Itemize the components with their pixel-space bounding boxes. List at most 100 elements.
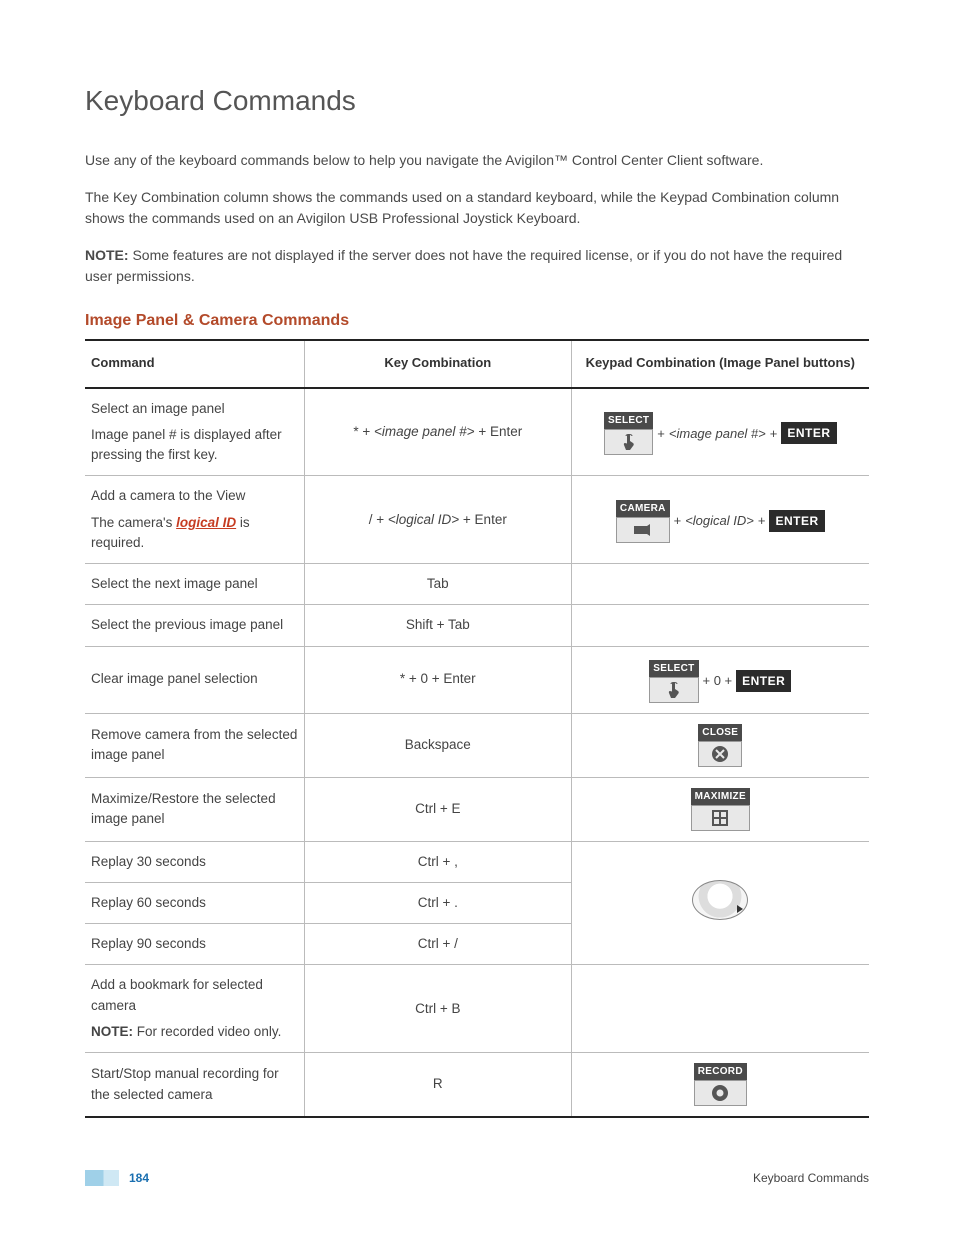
glue: + [770, 424, 778, 444]
cmd-cell: Select the next image panel [85, 564, 305, 605]
keypad-cell: CLOSE [571, 713, 869, 777]
kp-label: SELECT [649, 660, 698, 677]
kp-label: SELECT [604, 412, 653, 429]
kp-var: <image panel #> [669, 424, 766, 444]
header-command: Command [85, 340, 305, 388]
key-cell: Ctrl + , [305, 841, 572, 882]
cmd-cell: Select an image panel Image panel # is d… [85, 388, 305, 476]
record-icon [694, 1080, 747, 1106]
footer-title: Keyboard Commands [753, 1169, 869, 1187]
table-row: Select the previous image panel Shift + … [85, 605, 869, 646]
enter-keycap: ENTER [781, 422, 836, 444]
keypad-cell: RECORD [571, 1053, 869, 1118]
cmd-main: Add a camera to the View [91, 486, 298, 506]
key-pre: * + [353, 424, 374, 439]
keypad-cell [571, 605, 869, 646]
select-button-icon: SELECT [649, 660, 698, 703]
cmd-sub: Image panel # is displayed after pressin… [91, 425, 298, 466]
footer-left: 184 [85, 1169, 149, 1187]
enter-keycap: ENTER [736, 670, 791, 692]
header-keypad: Keypad Combination (Image Panel buttons) [571, 340, 869, 388]
close-icon [698, 741, 742, 767]
keypad-cell [571, 841, 869, 965]
cmd-cell: Replay 90 seconds [85, 924, 305, 965]
jog-dial-icon [692, 880, 748, 920]
key-cell: Ctrl + / [305, 924, 572, 965]
footer-tab-icon [85, 1170, 119, 1186]
close-button-icon: CLOSE [698, 724, 742, 767]
enter-keycap: ENTER [769, 510, 824, 532]
intro-paragraph-2: The Key Combination column shows the com… [85, 187, 869, 229]
page: Keyboard Commands Use any of the keyboar… [0, 0, 954, 1235]
sub-pre: The camera's [91, 515, 176, 530]
key-var: <logical ID> [388, 512, 459, 527]
cmd-main: Select an image panel [91, 399, 298, 419]
table-row: Select an image panel Image panel # is d… [85, 388, 869, 476]
key-pre: / + [369, 512, 388, 527]
table-row: Start/Stop manual recording for the sele… [85, 1053, 869, 1118]
kp-label: CAMERA [616, 500, 670, 517]
key-cell: Ctrl + . [305, 882, 572, 923]
key-cell: / + <logical ID> + Enter [305, 476, 572, 564]
table-row: Add a bookmark for selected camera NOTE:… [85, 965, 869, 1053]
keypad-cell [571, 564, 869, 605]
cmd-cell: Start/Stop manual recording for the sele… [85, 1053, 305, 1118]
key-post: + Enter [459, 512, 507, 527]
cmd-note: NOTE: For recorded video only. [91, 1022, 298, 1042]
camera-icon [616, 517, 670, 543]
cmd-cell: Replay 30 seconds [85, 841, 305, 882]
select-button-icon: SELECT [604, 412, 653, 455]
logical-id-link[interactable]: logical ID [176, 515, 236, 530]
table-row: Replay 30 seconds Ctrl + , Replay 60 sec… [85, 841, 869, 965]
note-text: For recorded video only. [133, 1024, 281, 1039]
cmd-sub: The camera's logical ID is required. [91, 513, 298, 554]
cmd-main: Add a bookmark for selected camera [91, 975, 298, 1016]
keypad-cell: MAXIMIZE [571, 777, 869, 841]
key-post: + Enter [475, 424, 523, 439]
commands-table: Command Key Combination Keypad Combinati… [85, 339, 869, 1118]
kp-label: CLOSE [698, 724, 742, 741]
table-row: Clear image panel selection * + 0 + Ente… [85, 646, 869, 713]
kp-label: RECORD [694, 1063, 747, 1080]
key-cell: Ctrl + B [305, 965, 572, 1053]
hand-tap-icon [604, 429, 653, 455]
key-cell: R [305, 1053, 572, 1118]
trademark: ™ [554, 152, 568, 168]
key-cell: * + 0 + Enter [305, 646, 572, 713]
note-label: NOTE: [85, 247, 129, 263]
glue: + 0 + [703, 671, 733, 691]
table-row: Remove camera from the selected image pa… [85, 713, 869, 777]
page-footer: 184 Keyboard Commands [85, 1169, 869, 1187]
glue: + [758, 511, 766, 531]
keypad-cell: SELECT + <image panel #> + ENTER [571, 388, 869, 476]
glue: + [674, 511, 682, 531]
intro1-a: Use any of the keyboard commands below t… [85, 152, 554, 168]
table-row: Select the next image panel Tab [85, 564, 869, 605]
table-row: Add a camera to the View The camera's lo… [85, 476, 869, 564]
key-cell: Backspace [305, 713, 572, 777]
glue: + [657, 424, 665, 444]
page-number: 184 [129, 1169, 149, 1187]
cmd-cell: Select the previous image panel [85, 605, 305, 646]
section-heading: Image Panel & Camera Commands [85, 309, 869, 333]
note-text: Some features are not displayed if the s… [85, 247, 842, 284]
cmd-cell: Maximize/Restore the selected image pane… [85, 777, 305, 841]
key-cell: Tab [305, 564, 572, 605]
cmd-cell: Remove camera from the selected image pa… [85, 713, 305, 777]
cmd-cell: Clear image panel selection [85, 646, 305, 713]
table-header-row: Command Key Combination Keypad Combinati… [85, 340, 869, 388]
note-label: NOTE: [91, 1024, 133, 1039]
maximize-button-icon: MAXIMIZE [691, 788, 750, 831]
camera-button-icon: CAMERA [616, 500, 670, 543]
keypad-cell: CAMERA + <logical ID> + ENTER [571, 476, 869, 564]
note-paragraph: NOTE: Some features are not displayed if… [85, 245, 869, 287]
kp-var: <logical ID> [685, 511, 754, 531]
kp-label: MAXIMIZE [691, 788, 750, 805]
cmd-cell: Replay 60 seconds [85, 882, 305, 923]
maximize-icon [691, 805, 750, 831]
keypad-cell: SELECT + 0 + ENTER [571, 646, 869, 713]
key-cell: Shift + Tab [305, 605, 572, 646]
hand-tap-icon [649, 677, 698, 703]
cmd-cell: Add a camera to the View The camera's lo… [85, 476, 305, 564]
key-cell: * + <image panel #> + Enter [305, 388, 572, 476]
